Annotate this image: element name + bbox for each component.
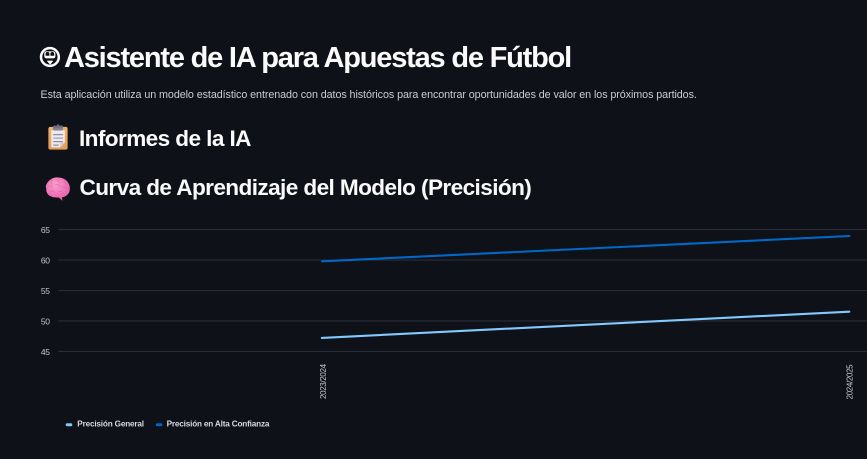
svg-text:50: 50	[41, 316, 50, 326]
svg-text:2024/2025: 2024/2025	[845, 364, 854, 400]
svg-text:Precisión General: Precisión General	[77, 420, 144, 429]
svg-text:60: 60	[41, 256, 50, 266]
svg-text:45: 45	[41, 347, 50, 357]
svg-text:65: 65	[41, 225, 50, 235]
svg-text:Precisión en Alta Confianza: Precisión en Alta Confianza	[167, 420, 270, 429]
svg-text:55: 55	[41, 286, 50, 296]
svg-text:2023/2024: 2023/2024	[319, 363, 328, 399]
